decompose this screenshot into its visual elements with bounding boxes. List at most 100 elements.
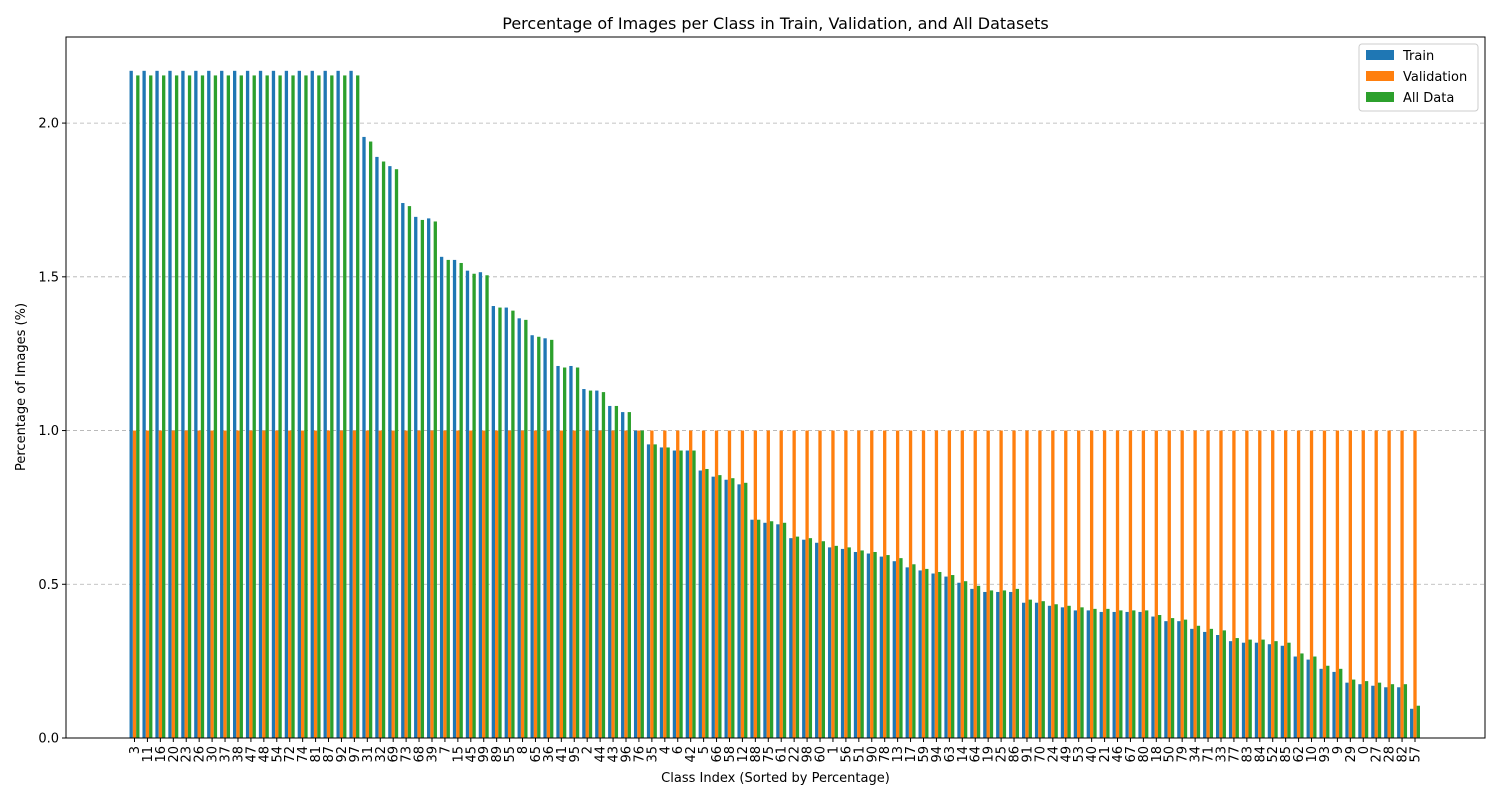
bar-train — [439, 256, 444, 738]
bars — [129, 70, 1420, 739]
x-tick-label: 92 — [335, 746, 350, 763]
bar-train — [349, 70, 353, 738]
x-tick-label: 98 — [801, 746, 816, 763]
bar-train — [1086, 610, 1090, 738]
legend-swatch — [1366, 71, 1394, 81]
x-tick-label: 0 — [1357, 746, 1372, 754]
bar-validation — [1180, 430, 1184, 738]
bar-all-data — [886, 555, 890, 738]
x-tick-label: 25 — [995, 746, 1010, 763]
chart-title: Percentage of Images per Class in Train,… — [502, 14, 1049, 33]
bar-all-data — [381, 161, 386, 739]
bar-all-data — [213, 75, 218, 739]
bar-all-data — [1054, 604, 1058, 738]
bar-all-data — [575, 367, 580, 738]
bar-validation — [145, 430, 150, 738]
bar-all-data — [1416, 705, 1420, 738]
bar-all-data — [162, 75, 166, 739]
bar-validation — [844, 430, 848, 738]
bar-train — [414, 216, 418, 739]
bar-train — [1384, 687, 1388, 738]
bar-train — [918, 570, 922, 738]
x-tick-label: 97 — [348, 746, 363, 763]
bar-train — [1190, 628, 1194, 738]
bar-all-data — [136, 75, 140, 739]
x-tick-label: 15 — [451, 746, 466, 763]
bar-validation — [753, 430, 758, 738]
bar-validation — [650, 430, 654, 738]
bar-validation — [520, 430, 525, 738]
bar-train — [1254, 642, 1259, 738]
bar-validation — [158, 430, 163, 738]
x-tick-label: 41 — [555, 746, 570, 763]
x-tick-label: 66 — [710, 746, 725, 763]
x-tick-label: 19 — [982, 746, 997, 763]
x-tick-label: 89 — [490, 746, 505, 763]
bar-validation — [792, 430, 796, 738]
bar-train — [142, 70, 146, 738]
bar-train — [1151, 616, 1155, 738]
x-tick-label: 26 — [193, 746, 208, 763]
bar-train — [763, 522, 767, 738]
bar-all-data — [1390, 684, 1395, 738]
bar-all-data — [692, 450, 696, 738]
bar-validation — [1167, 430, 1171, 738]
bar-validation — [184, 430, 188, 738]
bar-validation — [469, 430, 473, 738]
bar-all-data — [1313, 656, 1317, 738]
bar-train — [724, 479, 728, 738]
bar-train — [827, 547, 832, 738]
bar-validation — [171, 430, 175, 738]
x-tick-label: 96 — [620, 746, 635, 763]
bar-train — [996, 591, 1000, 738]
bar-validation — [1115, 430, 1120, 738]
x-tick-label: 78 — [878, 746, 893, 763]
x-tick-label: 79 — [1176, 746, 1191, 763]
x-tick-label: 2 — [581, 746, 596, 754]
legend: Train Validation All Data — [1358, 43, 1479, 112]
bar-all-data — [925, 568, 929, 738]
bar-all-data — [1067, 605, 1071, 738]
x-tick-label: 33 — [1214, 746, 1229, 763]
bar-all-data — [446, 259, 450, 738]
x-tick-label: 1 — [826, 746, 841, 754]
bar-train — [621, 412, 625, 738]
x-tick-label: 27 — [1370, 746, 1385, 763]
bar-validation — [210, 430, 214, 738]
bar-all-data — [356, 75, 360, 739]
x-tick-label: 9 — [1331, 746, 1346, 754]
bar-validation — [1154, 430, 1158, 738]
bar-train — [1410, 708, 1414, 738]
bar-train — [789, 538, 793, 738]
bar-validation — [1141, 430, 1146, 738]
x-tick-label: 83 — [1240, 746, 1255, 763]
bar-validation — [870, 430, 874, 738]
bar-all-data — [1235, 638, 1239, 738]
bar-train — [815, 542, 819, 738]
bar-train — [504, 307, 508, 738]
bar-validation — [313, 430, 318, 738]
bar-all-data — [304, 75, 308, 739]
x-tick-label: 91 — [1020, 746, 1035, 763]
bar-train — [284, 70, 289, 738]
bar-train — [452, 259, 457, 738]
bar-train — [1358, 684, 1362, 738]
bar-train — [1306, 659, 1310, 738]
bar-train — [271, 70, 276, 738]
bar-train — [1099, 611, 1103, 738]
bar-validation — [973, 430, 977, 738]
x-tick-label: 4 — [658, 746, 673, 754]
bar-validation — [430, 430, 434, 738]
x-tick-label: 3 — [128, 746, 143, 754]
x-tick-label: 86 — [1008, 746, 1023, 763]
x-tick-label: 81 — [309, 746, 324, 763]
x-tick-label: 54 — [270, 746, 285, 763]
bar-validation — [404, 430, 408, 738]
bar-train — [1138, 611, 1142, 738]
y-axis-ticks: 0.0 0.5 1.0 1.5 2.0 — [38, 117, 66, 747]
bar-validation — [1296, 430, 1301, 738]
bar-all-data — [782, 522, 787, 738]
bar-all-data — [1196, 625, 1201, 738]
bar-validation — [1038, 430, 1042, 738]
bar-all-data — [317, 75, 321, 739]
